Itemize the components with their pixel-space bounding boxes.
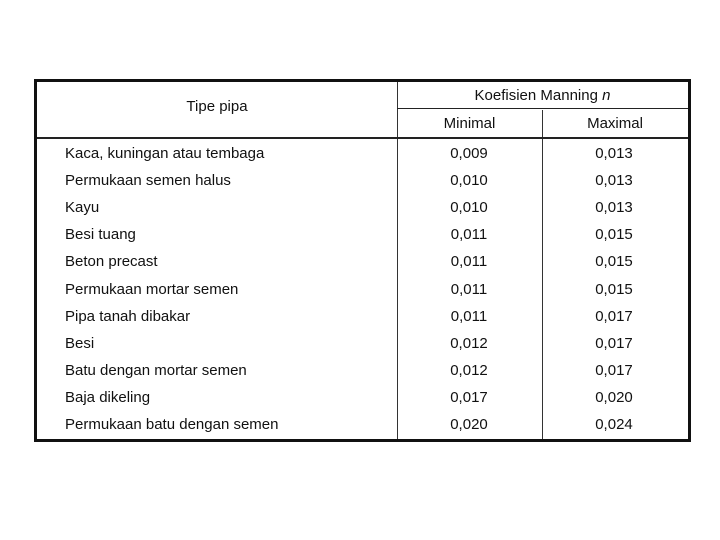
header-group: Koefisien Manning n bbox=[397, 87, 688, 104]
column-divider bbox=[397, 82, 398, 439]
cell-min: 0,010 bbox=[450, 199, 488, 217]
cell-max: 0,017 bbox=[595, 334, 633, 352]
cell-type: Besi bbox=[65, 334, 95, 352]
cell-max: 0,015 bbox=[595, 253, 633, 271]
cell-type: Batu dengan mortar semen bbox=[65, 361, 247, 379]
cell-min: 0,020 bbox=[450, 416, 488, 433]
header-divider bbox=[37, 137, 688, 139]
cell-type: Baja dikeling bbox=[65, 388, 151, 406]
header-min: Minimal bbox=[443, 115, 496, 132]
cell-type: Beton precast bbox=[65, 253, 158, 271]
header-group-symbol: n bbox=[602, 87, 611, 104]
cell-max: 0,015 bbox=[595, 280, 633, 298]
cell-min: 0,011 bbox=[450, 226, 488, 244]
header-subdivider bbox=[397, 108, 688, 109]
cell-min: 0,011 bbox=[450, 280, 488, 298]
cell-max: 0,020 bbox=[595, 388, 633, 406]
cell-min: 0,012 bbox=[450, 334, 488, 352]
cell-type: Besi tuang bbox=[65, 226, 136, 244]
header-type: Tipe pipa bbox=[186, 98, 248, 115]
cell-max: 0,013 bbox=[595, 145, 633, 162]
header-max: Maximal bbox=[587, 115, 643, 132]
cell-min: 0,012 bbox=[450, 361, 488, 379]
cell-max: 0,017 bbox=[595, 361, 633, 379]
cell-max: 0,013 bbox=[595, 199, 633, 217]
cell-min: 0,011 bbox=[450, 307, 488, 325]
cell-type: Pipa tanah dibakar bbox=[65, 307, 191, 325]
cell-max: 0,013 bbox=[595, 172, 633, 190]
cell-type: Kaca, kuningan atau tembaga bbox=[65, 145, 265, 162]
cell-min: 0,010 bbox=[450, 172, 488, 190]
cell-type: Permukaan mortar semen bbox=[65, 280, 239, 298]
cell-type: Permukaan semen halus bbox=[65, 172, 231, 190]
cell-type: Kayu bbox=[65, 199, 100, 217]
column-divider bbox=[542, 110, 543, 439]
manning-table: Tipe pipa Koefisien Manning n Minimal Ma… bbox=[34, 79, 691, 442]
cell-max: 0,015 bbox=[595, 226, 633, 244]
cell-min: 0,017 bbox=[450, 388, 488, 406]
header-group-label: Koefisien Manning bbox=[474, 87, 598, 104]
cell-max: 0,017 bbox=[595, 307, 633, 325]
cell-min: 0,011 bbox=[450, 253, 488, 271]
cell-type: Permukaan batu dengan semen bbox=[65, 416, 279, 433]
cell-min: 0,009 bbox=[450, 145, 488, 162]
cell-max: 0,024 bbox=[595, 416, 633, 433]
